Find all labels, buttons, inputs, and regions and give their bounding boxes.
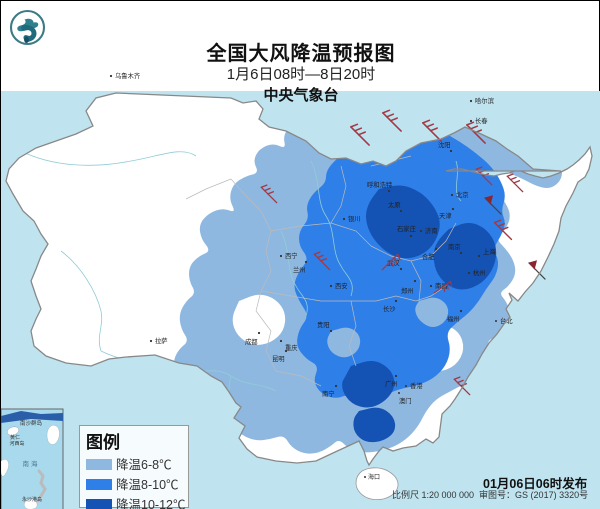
svg-text:南京: 南京 — [448, 242, 461, 251]
svg-text:太原: 太原 — [388, 200, 401, 209]
svg-text:香港: 香港 — [410, 381, 423, 390]
svg-text:福州: 福州 — [447, 314, 460, 323]
svg-text:济南: 济南 — [425, 226, 438, 235]
svg-text:长春: 长春 — [475, 116, 488, 125]
svg-text:呼和浩特: 呼和浩特 — [367, 180, 393, 189]
svg-text:上海: 上海 — [483, 247, 496, 256]
svg-text:南宁: 南宁 — [322, 389, 335, 398]
svg-text:昆明: 昆明 — [272, 355, 285, 363]
svg-text:河西岛: 河西岛 — [9, 440, 24, 447]
svg-text:南海: 南海 — [23, 459, 40, 468]
svg-text:合肥: 合肥 — [422, 252, 435, 261]
svg-text:黄仁: 黄仁 — [10, 434, 20, 441]
svg-text:北京: 北京 — [456, 190, 469, 199]
svg-text:澳门: 澳门 — [399, 396, 412, 405]
svg-text:南沙群岛: 南沙群岛 — [20, 419, 43, 427]
svg-text:拉萨: 拉萨 — [155, 336, 168, 345]
svg-text:海口: 海口 — [368, 473, 380, 481]
svg-text:兰州: 兰州 — [293, 265, 306, 274]
svg-text:成都: 成都 — [245, 337, 258, 346]
svg-text:西安: 西安 — [335, 281, 348, 290]
svg-text:长沙: 长沙 — [383, 304, 396, 313]
svg-text:西宁: 西宁 — [285, 251, 298, 260]
svg-text:天津: 天津 — [439, 212, 452, 220]
svg-text:银川: 银川 — [348, 214, 361, 223]
svg-text:郑州: 郑州 — [401, 287, 414, 295]
svg-text:贵阳: 贵阳 — [317, 320, 330, 329]
svg-text:广州: 广州 — [385, 379, 398, 388]
svg-text:沈阳: 沈阳 — [438, 140, 451, 149]
svg-text:杭州: 杭州 — [473, 268, 486, 277]
svg-text:石家庄: 石家庄 — [397, 224, 416, 233]
svg-text:永沙港岛: 永沙港岛 — [22, 496, 42, 503]
